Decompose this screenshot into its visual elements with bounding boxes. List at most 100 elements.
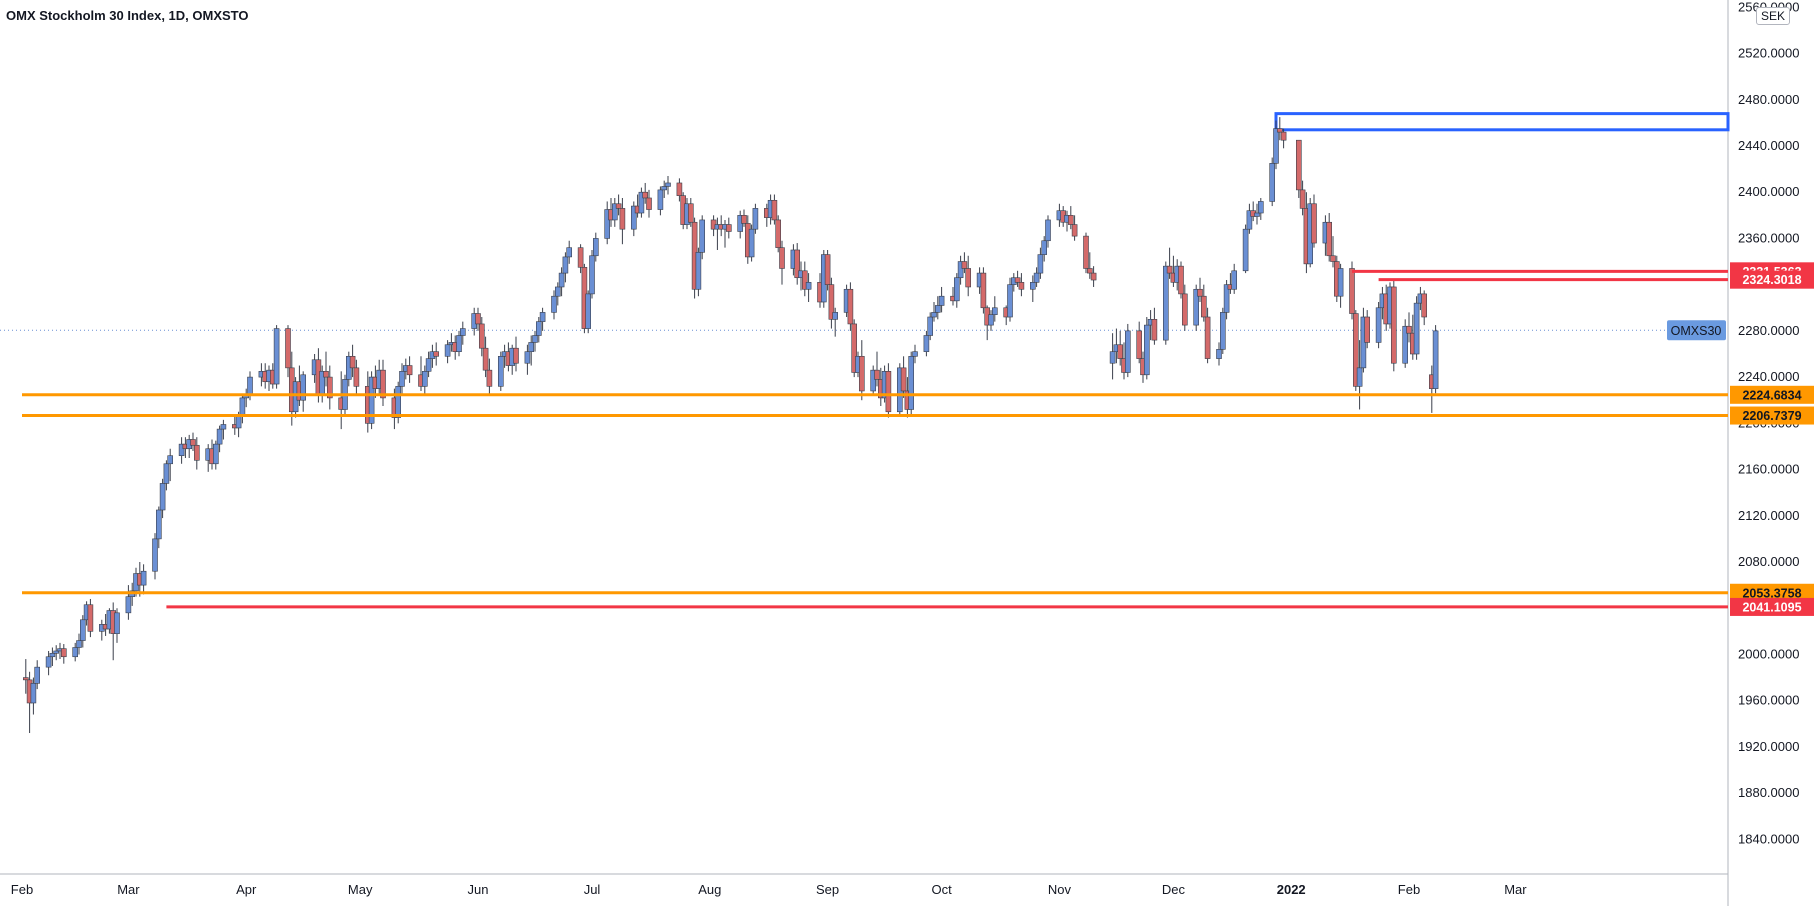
candle [1402,319,1408,368]
x-tick-label: Feb [11,882,33,897]
y-tick-label: 1960.0000 [1738,693,1799,708]
candle [76,633,82,655]
candle [220,419,227,440]
candle [1030,275,1036,302]
candle [273,325,280,389]
candle [1197,277,1203,302]
candle-body [1007,284,1013,318]
candle [874,351,880,387]
candle-body [695,251,702,290]
candle [524,344,531,375]
candle-body [273,328,280,385]
level-price-label: 2041.1095 [1742,600,1801,614]
candle [858,340,865,401]
candle-body [72,647,78,658]
candle [1280,128,1287,149]
candle-body [665,182,671,187]
candle [1242,224,1249,274]
candle [1216,342,1222,366]
candle [1045,215,1051,248]
candle-body [1144,324,1150,376]
candle-body [380,369,386,399]
candle [1182,284,1188,331]
candle [562,252,569,283]
candle-body [1182,293,1188,326]
candle-body [247,376,253,395]
candle [156,506,162,549]
candle-body [923,335,930,352]
candle-body [1151,319,1158,341]
candle [532,330,538,352]
candle [99,619,105,641]
candle [908,351,915,415]
candle-body [1402,325,1408,364]
candle [425,351,432,378]
candle [801,261,808,297]
candle-body [326,376,333,399]
candle-body [486,369,493,387]
candle [421,365,428,395]
candle-body [771,199,778,221]
candle [722,219,728,248]
candle-body [1193,288,1199,326]
y-tick-label: 2520.0000 [1738,46,1799,61]
candle [1413,296,1420,360]
y-tick-label: 2080.0000 [1738,554,1799,569]
candle [988,310,994,331]
candle [475,307,481,331]
level-price-label: 2206.7379 [1742,409,1801,423]
candle [1117,330,1123,366]
x-tick-label: Aug [698,882,721,897]
y-tick-label: 2480.0000 [1738,92,1799,107]
candle [72,642,78,662]
candle-body [1421,293,1427,318]
candle-body [885,371,892,413]
candle [1033,267,1040,287]
candle-body [874,369,880,380]
candle [847,282,854,331]
candle-body [1353,313,1359,387]
candle-body [1014,277,1021,283]
candle-body [957,261,964,279]
candle-body [646,197,652,210]
candle-body [630,205,637,230]
candle [699,215,706,260]
candle [1421,290,1427,326]
candle [186,434,192,458]
candle [589,249,595,299]
candle-body [1391,286,1397,364]
candle-body [213,443,219,465]
candle-body [1178,265,1184,295]
candle-body [832,312,839,320]
candle-body [49,652,56,658]
candle-body [558,272,565,288]
candle-body [497,355,504,387]
candle-body [76,640,82,648]
candle-body [1204,316,1211,359]
candle [1254,203,1260,225]
candle-body [323,371,329,378]
candle [1337,263,1344,308]
candle-body [828,284,835,320]
candle [1071,215,1078,241]
candle [554,282,561,306]
candle [1204,307,1211,364]
candle [558,267,565,297]
candle-body [638,191,645,214]
candle-body [368,376,375,424]
candle [300,371,307,412]
candle-body [216,428,223,445]
y-tick-label: 2280.0000 [1738,323,1799,338]
candle [1277,117,1283,141]
candle-body [444,344,451,357]
chart-title: OMX Stockholm 30 Index, 1D, OMXSTO [6,8,249,23]
candle [1231,263,1237,294]
candle-body [1090,272,1097,281]
candle-body [349,355,356,369]
candle-body [1083,235,1089,269]
currency-badge[interactable]: SEK [1756,7,1791,25]
candle-body [482,347,489,371]
candle-body [931,312,937,318]
candle-body [140,570,147,586]
